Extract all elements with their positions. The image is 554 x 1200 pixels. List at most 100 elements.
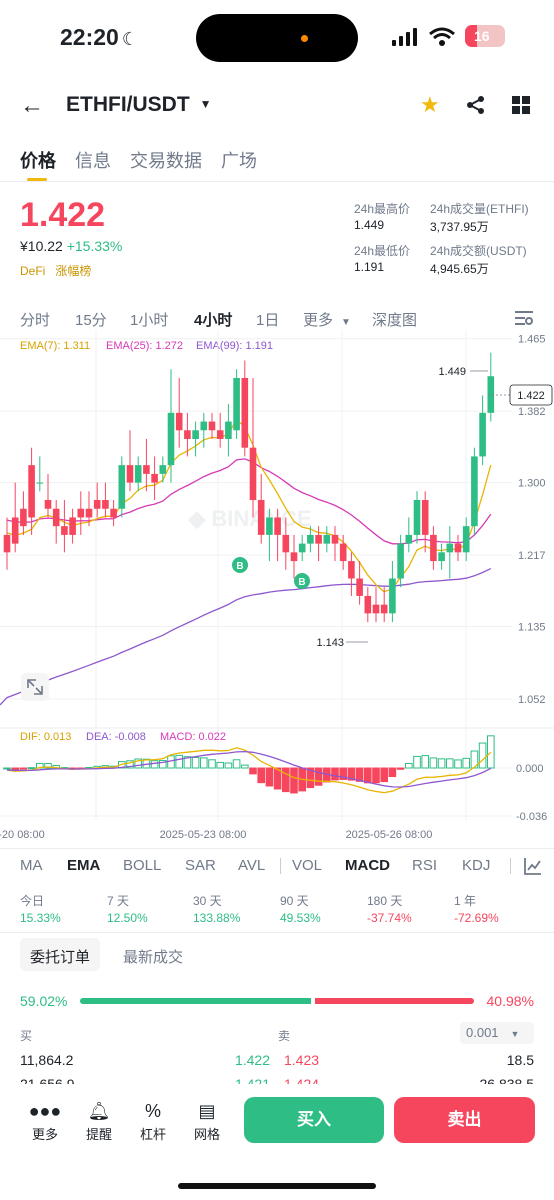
candle bbox=[372, 587, 380, 623]
buy-price-row1[interactable]: 1.422 bbox=[234, 1052, 270, 1068]
candle bbox=[69, 508, 76, 544]
tag-gainers[interactable]: 涨幅榜 bbox=[55, 264, 92, 278]
candle-body bbox=[331, 534, 339, 544]
tf-1h[interactable]: 1小时 bbox=[130, 312, 169, 329]
dynamic-island bbox=[196, 14, 358, 62]
favorite-star-icon[interactable]: ★ bbox=[420, 92, 440, 117]
svg-text:B: B bbox=[236, 561, 243, 572]
macd-bar bbox=[470, 750, 479, 769]
nav-grid[interactable]: ▤ 网格 bbox=[187, 1098, 227, 1143]
current-price-marker: 1.422 bbox=[488, 384, 553, 406]
share-icon[interactable] bbox=[466, 95, 486, 115]
buy-button[interactable]: 买入 bbox=[244, 1097, 384, 1143]
tab-price[interactable]: 价格 bbox=[20, 151, 56, 171]
candle-body bbox=[413, 500, 421, 535]
macd-bar bbox=[44, 763, 52, 769]
candle-body bbox=[233, 377, 240, 431]
tf-15m[interactable]: 15分 bbox=[75, 312, 107, 329]
nav-alert[interactable]: 🔔︎ 提醒 bbox=[79, 1098, 119, 1143]
tab-recent-trades[interactable]: 最新成交 bbox=[123, 949, 184, 966]
svg-text:1.143: 1.143 bbox=[316, 637, 344, 649]
macd-bar bbox=[339, 767, 347, 780]
kline-chart[interactable]: ◆ BINANCE B B 1.449 1.143 1.422 1.465 1.3… bbox=[0, 330, 554, 850]
ema25-legend: EMA(25): 1.272 bbox=[106, 340, 184, 352]
low-label: 24h最低价 bbox=[354, 244, 411, 258]
indicator-settings-icon[interactable] bbox=[524, 857, 542, 875]
sell-button[interactable]: 卖出 bbox=[394, 1097, 535, 1143]
macd-bar bbox=[290, 767, 298, 794]
macd-bar bbox=[216, 761, 224, 769]
macd-bar bbox=[150, 760, 159, 769]
dif-legend: DIF: 0.013 bbox=[20, 731, 72, 743]
tf-1d[interactable]: 1日 bbox=[256, 312, 280, 329]
candle bbox=[430, 526, 437, 570]
macd-bar bbox=[462, 757, 470, 769]
pair-title[interactable]: ETHFI/USDT ▼ bbox=[66, 93, 212, 116]
tf-line[interactable]: 分时 bbox=[20, 312, 51, 329]
indicator-ma[interactable]: MA bbox=[20, 857, 43, 874]
perf-label-today: 今日 bbox=[20, 894, 45, 908]
candle bbox=[249, 377, 257, 518]
candle-body bbox=[208, 421, 216, 431]
candle-body bbox=[266, 517, 273, 535]
indicator-kdj[interactable]: KDJ bbox=[462, 857, 491, 874]
macd-bar bbox=[355, 767, 364, 782]
tag-defi[interactable]: DeFi bbox=[20, 264, 46, 278]
buy-price-row2[interactable]: 1.421 bbox=[234, 1076, 270, 1084]
candle-body bbox=[405, 534, 413, 544]
price-axis: 1.465 1.382 1.300 1.217 1.135 1.052 bbox=[518, 334, 546, 706]
nav-more[interactable]: ●●● 更多 bbox=[25, 1098, 65, 1143]
buy-column-label: 买 bbox=[20, 1029, 33, 1043]
candle-body bbox=[134, 465, 142, 483]
candle-body bbox=[175, 412, 183, 431]
perf-label-30d: 30 天 bbox=[193, 894, 222, 908]
expand-chart-icon[interactable] bbox=[21, 673, 49, 701]
indicator-sar[interactable]: SAR bbox=[185, 857, 216, 874]
candle-body bbox=[93, 500, 101, 509]
tf-4h[interactable]: 4小时 bbox=[194, 312, 233, 329]
chart-settings-icon[interactable] bbox=[515, 310, 533, 326]
perf-value-180d: -37.74% bbox=[367, 911, 412, 925]
nav-leverage[interactable]: % 杠杆 bbox=[133, 1098, 173, 1143]
candle bbox=[421, 491, 429, 553]
indicator-boll[interactable]: BOLL bbox=[123, 857, 162, 874]
tab-order-book[interactable]: 委托订单 bbox=[20, 938, 101, 971]
macd-tick-label: -0.036 bbox=[516, 811, 547, 823]
indicator-ema[interactable]: EMA bbox=[67, 857, 101, 874]
moon-icon: ☾ bbox=[121, 29, 138, 49]
svg-text:◆ BINANCE: ◆ BINANCE bbox=[187, 506, 311, 531]
tf-depth[interactable]: 深度图 bbox=[372, 312, 418, 329]
candle-body bbox=[298, 543, 306, 553]
svg-text:1.449: 1.449 bbox=[438, 366, 466, 378]
macd-bar bbox=[364, 767, 372, 784]
sell-price-row2[interactable]: 1.424 bbox=[284, 1076, 320, 1084]
ema7-legend: EMA(7): 1.311 bbox=[20, 340, 91, 352]
precision-select[interactable]: 0.001 ▼ bbox=[460, 1022, 534, 1044]
low-value: 1.191 bbox=[354, 260, 385, 274]
sell-price-row1[interactable]: 1.423 bbox=[284, 1052, 320, 1068]
candle bbox=[413, 491, 421, 544]
tab-square[interactable]: 广场 bbox=[221, 151, 257, 171]
macd-bar bbox=[191, 756, 200, 769]
indicator-avl[interactable]: AVL bbox=[238, 857, 266, 874]
tab-trading-data[interactable]: 交易数据 bbox=[130, 151, 202, 171]
watermark: ◆ BINANCE bbox=[187, 506, 311, 531]
indicator-rsi[interactable]: RSI bbox=[412, 857, 438, 874]
candle bbox=[77, 491, 85, 535]
price-tick-label: 1.300 bbox=[518, 478, 546, 490]
candle-body bbox=[126, 465, 134, 483]
candle-body bbox=[85, 508, 93, 518]
layout-grid-icon[interactable] bbox=[512, 96, 530, 114]
indicator-macd[interactable]: MACD bbox=[345, 857, 390, 874]
candle bbox=[471, 447, 478, 535]
tab-info[interactable]: 信息 bbox=[75, 151, 111, 171]
macd-bar bbox=[314, 767, 323, 786]
back-arrow-icon[interactable]: ← bbox=[20, 92, 44, 119]
indicator-vol[interactable]: VOL bbox=[292, 857, 323, 874]
tf-more[interactable]: 更多 ▼ bbox=[303, 312, 351, 329]
candle-body bbox=[167, 412, 175, 466]
tab-underline bbox=[27, 178, 47, 181]
candle-body bbox=[339, 543, 347, 562]
candle-body bbox=[364, 595, 372, 614]
sell-qty-row2: 26,838.5 bbox=[479, 1076, 535, 1084]
